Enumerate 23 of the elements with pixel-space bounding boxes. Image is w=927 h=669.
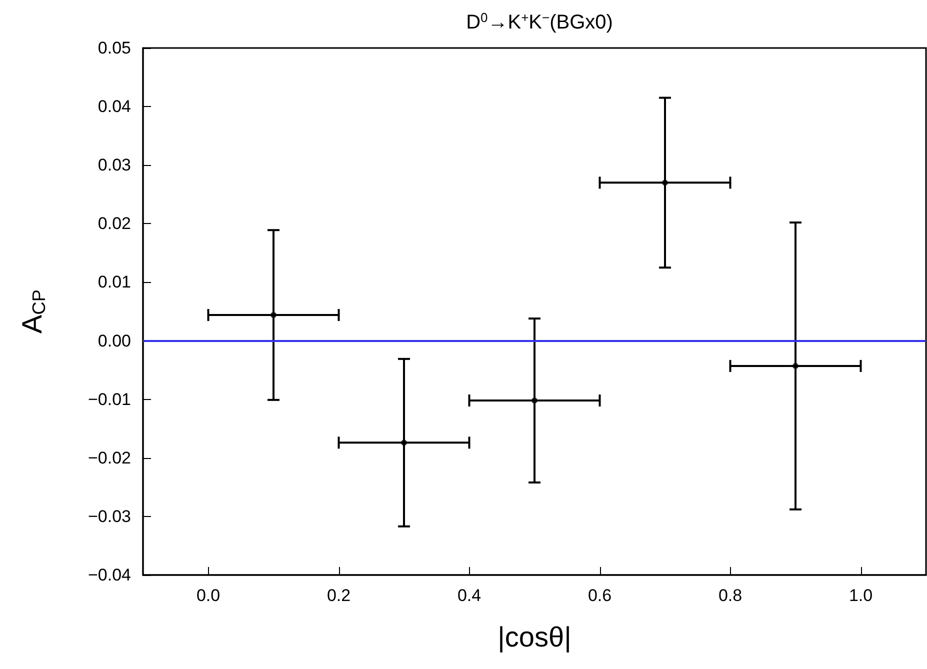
x-tick-label: 0.2 <box>326 586 351 605</box>
x-tick-label: 1.0 <box>848 586 873 605</box>
y-tick-label: −0.03 <box>88 506 131 526</box>
y-tick-label: −0.02 <box>88 448 131 468</box>
x-axis-title: |cosθ| <box>498 622 572 652</box>
point <box>792 362 798 369</box>
y-axis-title: ACP <box>16 290 49 334</box>
point <box>270 312 276 318</box>
x-tick-label: 0.6 <box>588 586 612 605</box>
y-tick-label: −0.04 <box>88 566 131 584</box>
y-tick-label: 0.03 <box>98 156 131 175</box>
x-tick-label: 0.0 <box>196 586 220 605</box>
y-tick-label: 0.01 <box>98 272 131 292</box>
y-tick-label: 0.04 <box>98 97 131 116</box>
y-tick-label: −0.01 <box>88 390 131 409</box>
point <box>662 180 668 186</box>
point <box>401 440 407 446</box>
x-tick-label: 0.8 <box>718 586 742 605</box>
point <box>532 398 538 404</box>
y-tick-label: 0.05 <box>98 38 131 58</box>
x-tick-label: 0.4 <box>457 586 482 605</box>
y-tick-label: 0.02 <box>98 214 131 234</box>
y-tick-label: 0.00 <box>98 331 131 350</box>
